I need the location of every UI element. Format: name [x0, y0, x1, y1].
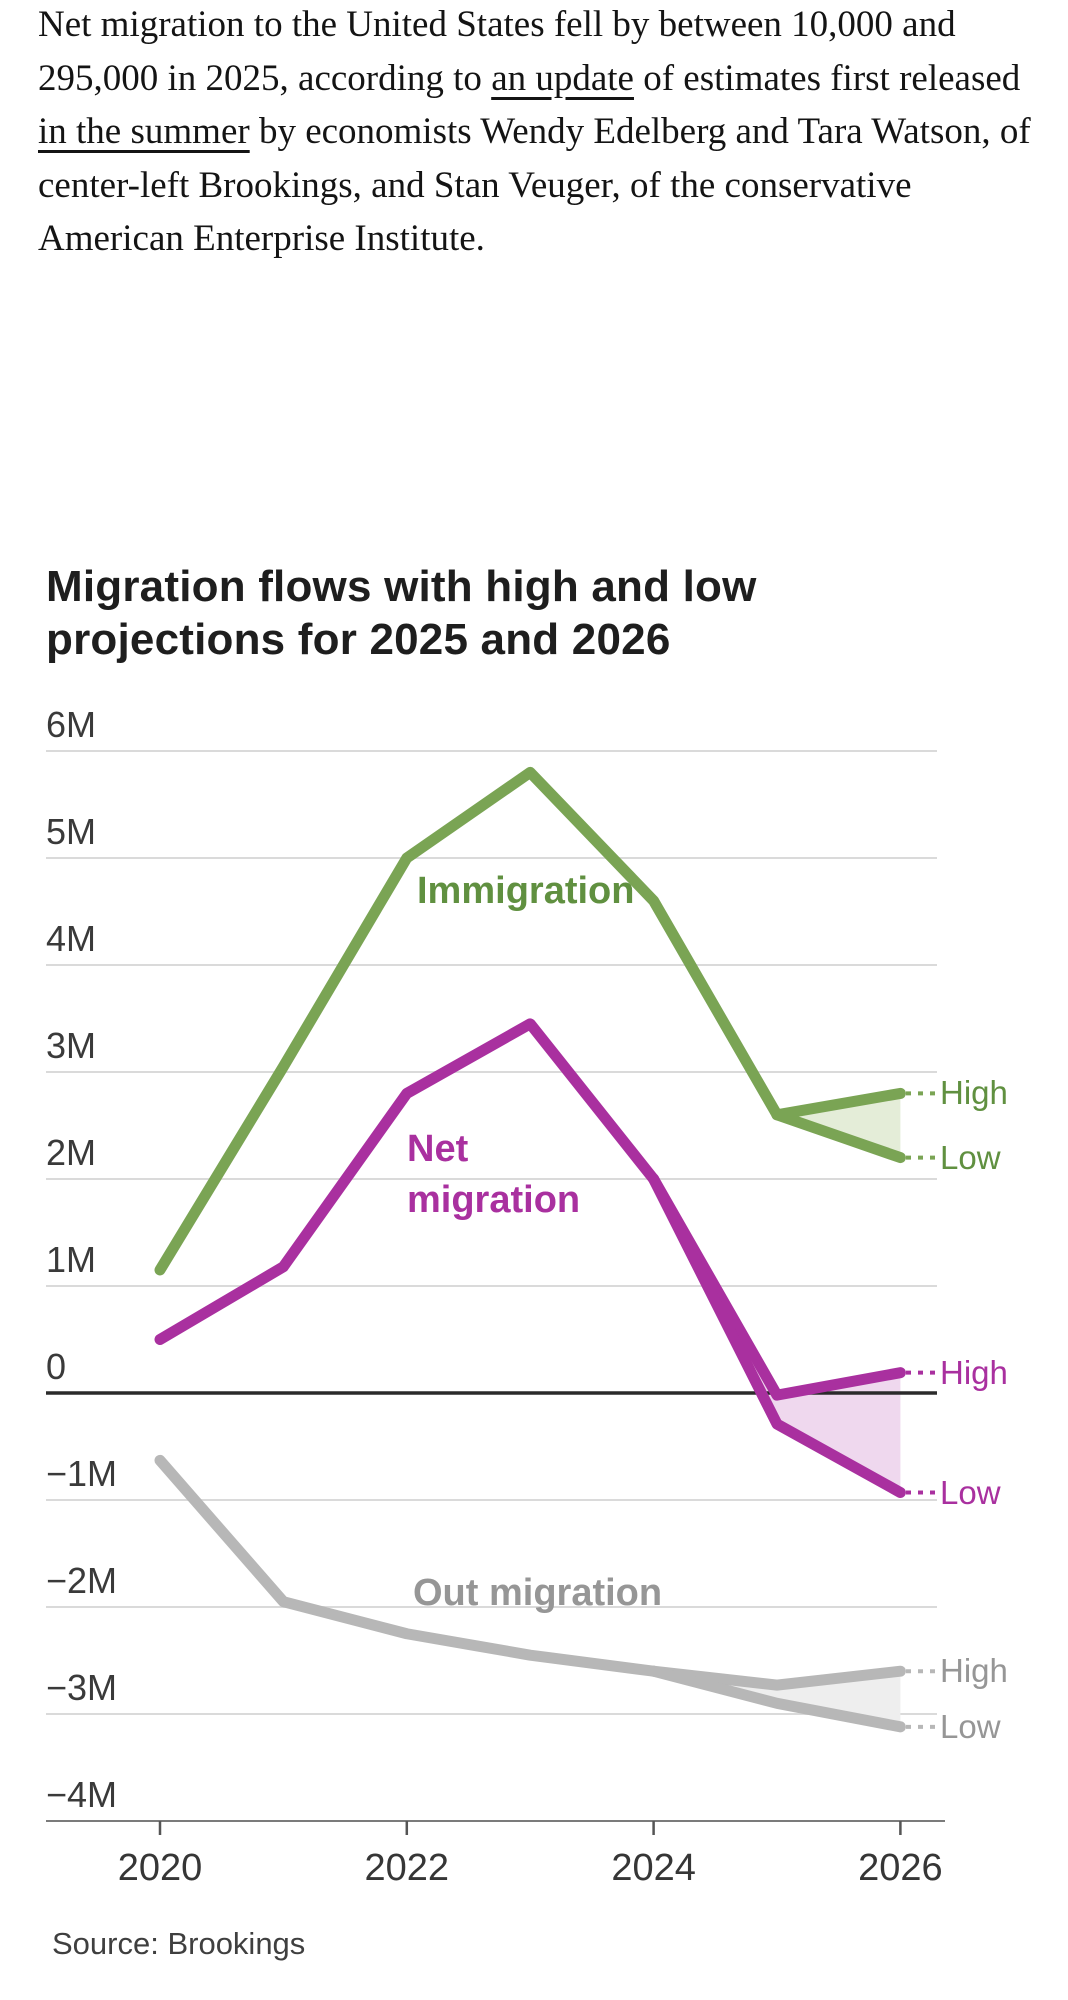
- out_migration-high-label: High: [940, 1652, 1008, 1690]
- y-tick-label: 4M: [46, 918, 97, 959]
- immigration-high-label: High: [940, 1074, 1008, 1112]
- y-tick-label: 3M: [46, 1025, 97, 1066]
- immigration-label: Immigration: [417, 870, 635, 912]
- y-tick-label: 6M: [46, 704, 97, 745]
- y-tick-label: −1M: [46, 1453, 118, 1494]
- article-text-segment: by economists Wendy Edelberg and Tara Wa…: [38, 111, 1031, 259]
- y-tick-label: −3M: [46, 1667, 118, 1708]
- x-tick-label: 2026: [858, 1847, 943, 1889]
- net_migration-line: [154, 1018, 660, 1345]
- x-tick-label: 2022: [364, 1847, 450, 1889]
- article-link[interactable]: in the summer: [38, 111, 250, 152]
- y-tick-label: 1M: [46, 1239, 97, 1280]
- out_migration-label: Out migration: [413, 1572, 663, 1614]
- chart-source: Source: Brookings: [52, 1926, 306, 1961]
- out_migration-low-label: Low: [940, 1707, 1001, 1745]
- immigration-line: [154, 766, 783, 1276]
- immigration-high-line: [771, 1087, 906, 1121]
- immigration-low-label: Low: [940, 1138, 1001, 1176]
- net_migration-high-label: High: [940, 1353, 1008, 1391]
- y-tick-label: 2M: [46, 1132, 97, 1173]
- chart-title: Migration flows with high and low projec…: [46, 562, 757, 664]
- net_migration-label: Net migration: [407, 1128, 581, 1221]
- x-tick-label: 2020: [117, 1847, 203, 1889]
- immigration-low-line: [771, 1109, 906, 1164]
- y-tick-label: 0: [46, 1346, 67, 1387]
- article-text-segment: Net migration to the United States fell …: [38, 4, 956, 99]
- article-link[interactable]: an update: [491, 57, 634, 99]
- article-paragraph: Net migration to the United States fell …: [38, 0, 1033, 266]
- y-tick-label: −4M: [46, 1774, 118, 1815]
- x-tick-label: 2024: [611, 1847, 696, 1889]
- out_migration-low-line: [648, 1665, 906, 1733]
- net_migration-projection-fill: [653, 1179, 901, 1493]
- y-tick-label: 5M: [46, 811, 97, 852]
- y-tick-label: −2M: [46, 1560, 118, 1601]
- net_migration-low-line: [648, 1173, 906, 1499]
- out_migration-line: [154, 1454, 660, 1677]
- net_migration-low-label: Low: [940, 1473, 1001, 1511]
- out_migration-high-line: [648, 1665, 906, 1691]
- article-text-segment: of estimates first released: [633, 57, 1021, 99]
- net_migration-high-line: [648, 1173, 906, 1401]
